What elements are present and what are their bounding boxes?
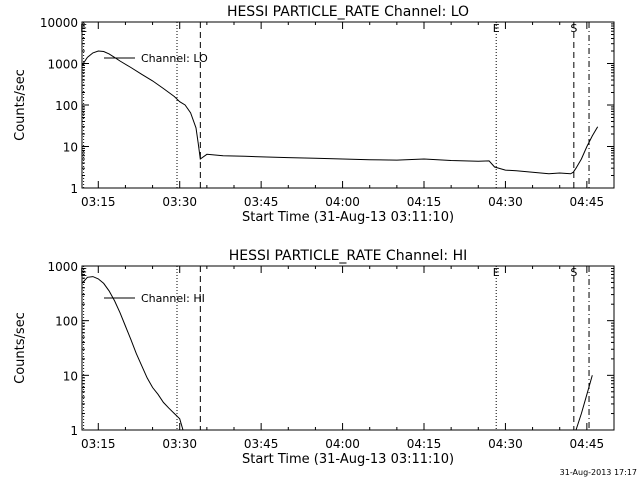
x-tick-label: 04:45 [570,437,605,451]
x-tick-label: 03:15 [81,437,116,451]
x-tick-label: 04:00 [325,437,360,451]
event-marker-label: S [570,266,577,279]
x-tick-label: 03:30 [162,437,197,451]
x-axis-label: Start Time (31-Aug-13 03:11:10) [242,210,454,225]
x-tick-label: 03:15 [81,195,116,209]
series-line [82,276,184,430]
chart-title: HESSI PARTICLE_RATE Channel: LO [227,4,469,20]
y-tick-label: 10 [63,369,78,383]
y-tick-label: 1 [70,182,78,196]
y-axis-label: Counts/sec [13,69,28,141]
x-tick-label: 04:30 [488,195,523,209]
x-tick-label: 04:15 [407,437,442,451]
y-tick-label: 1000 [47,58,78,72]
footer-timestamp: 31-Aug-2013 17:17 [560,468,637,477]
y-tick-label: 10000 [40,16,78,30]
x-tick-label: 04:00 [325,195,360,209]
panel-lo: HESSI PARTICLE_RATE Channel: LO 03:15 03:3… [13,4,615,225]
y-tick-label: 100 [55,315,78,329]
y-tick-label: 1000 [47,260,78,274]
x-tick-label: 04:30 [488,437,523,451]
y-tick-label: 10 [63,141,78,155]
event-marker-label: E [493,22,500,35]
x-axis-label: Start Time (31-Aug-13 03:11:10) [242,452,454,467]
series-line [82,50,599,175]
x-tick-label: 04:15 [407,195,442,209]
y-tick-label: 1 [70,424,78,438]
x-tick-label: 03:30 [162,195,197,209]
x-tick-label: 03:45 [244,437,279,451]
legend-label: Channel: HI [141,292,205,305]
event-marker-label: S [570,22,577,35]
y-tick-label: 100 [55,99,78,113]
x-tick-label: 03:45 [244,195,279,209]
chart-title: HESSI PARTICLE_RATE Channel: HI [229,248,467,264]
legend-label: Channel: LO [141,52,208,65]
y-axis-label: Counts/sec [13,312,28,384]
event-marker-label: E [80,22,87,35]
x-tick-label: 04:45 [570,195,605,209]
series-line [575,375,593,430]
plot-frame [81,265,615,431]
event-marker-label: E [493,266,500,279]
panel-hi: HESSI PARTICLE_RATE Channel: HI 03:15 03:3… [13,248,615,467]
event-marker-label: E [80,266,87,279]
